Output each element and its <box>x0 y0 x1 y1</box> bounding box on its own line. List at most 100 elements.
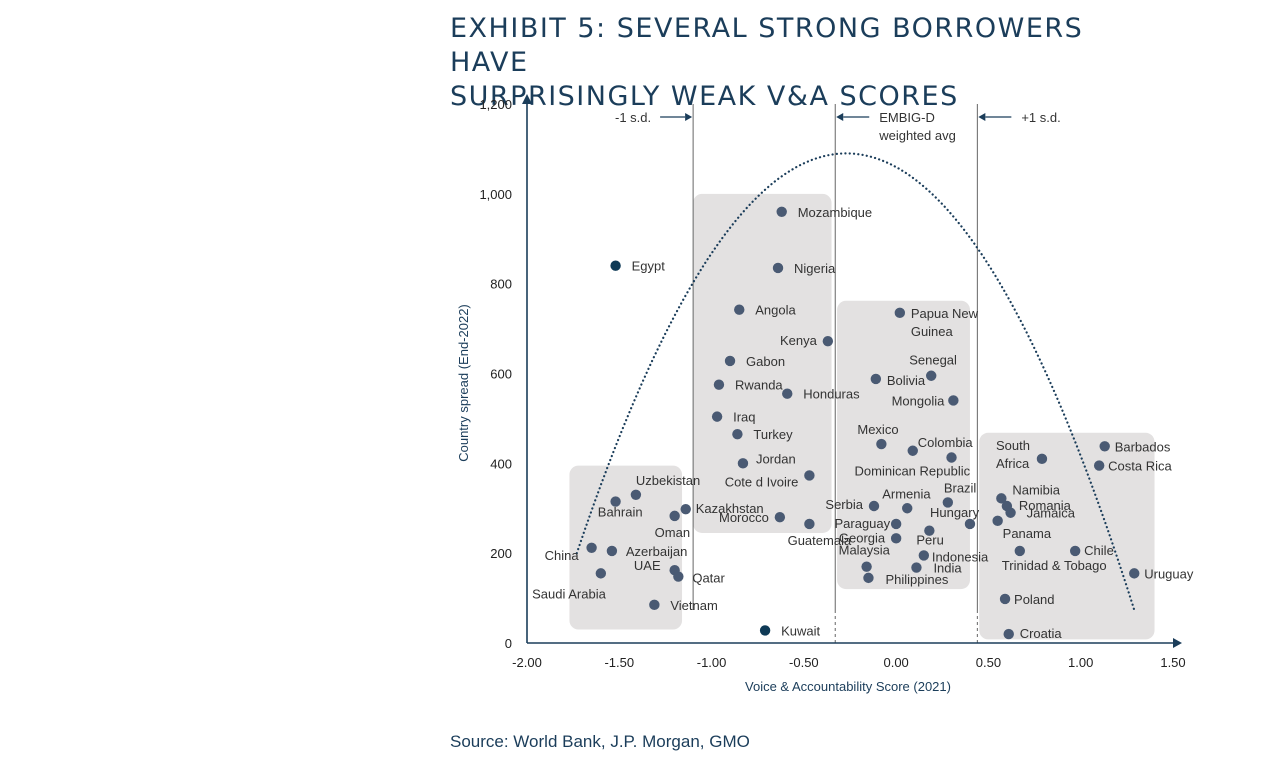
point-azerbaijan: Azerbaijan <box>606 544 687 559</box>
point-honduras: Honduras <box>782 387 860 402</box>
data-points: Mozambique Egypt Nigeria Angola Kenya Gabon Rw… <box>532 205 1194 641</box>
point-label-chile: Chile <box>1084 543 1114 558</box>
point-label-mozambique: Mozambique <box>798 205 872 220</box>
point-marker-dominican-republic <box>946 452 957 463</box>
embig-label-line-2: weighted avg <box>878 128 956 143</box>
point-rwanda: Rwanda <box>713 378 783 393</box>
point-marker-angola <box>734 304 745 315</box>
point-gabon: Gabon <box>724 354 785 369</box>
point-label-kenya: Kenya <box>780 333 818 348</box>
plus-sd-label: +1 s.d. <box>1021 110 1060 125</box>
point-uzbekistan: Uzbekistan <box>630 473 700 500</box>
highlight-box-4 <box>979 432 1155 640</box>
source-note: Source: World Bank, J.P. Morgan, GMO <box>450 732 750 751</box>
point-label-angola: Angola <box>755 303 796 318</box>
point-label-peru: Peru <box>916 533 943 548</box>
point-label-serbia: Serbia <box>825 497 863 512</box>
point-label-south-africa-1: South <box>996 438 1030 453</box>
point-marker-mozambique <box>776 206 787 217</box>
x-tick-label: 0.50 <box>976 655 1001 670</box>
point-egypt: Egypt <box>610 259 665 274</box>
point-marker-egypt <box>610 260 621 271</box>
point-peru: Peru <box>916 525 944 548</box>
point-marker-panama <box>992 515 1003 527</box>
point-label-oman: Oman <box>655 525 690 540</box>
point-marker-morocco <box>774 512 786 523</box>
point-label-dominican-republic: Dominican Republic <box>855 463 971 478</box>
point-label-jordan: Jordan <box>756 451 796 466</box>
point-marker-uzbekistan <box>630 489 642 500</box>
point-label-saudi-arabia: Saudi Arabia <box>532 586 606 601</box>
point-label-kazakhstan: Kazakhstan <box>696 501 764 516</box>
point-panama: Panama <box>992 515 1052 541</box>
point-costa-rica: Costa Rica <box>1093 459 1173 474</box>
point-label-uae: UAE <box>634 558 661 573</box>
point-marker-saudi-arabia <box>595 568 607 579</box>
x-tick-label: -2.00 <box>512 655 542 670</box>
point-marker-croatia <box>1003 628 1014 640</box>
point-label-barbados: Barbados <box>1115 439 1171 454</box>
point-marker-iraq <box>711 411 723 422</box>
point-label-azerbaijan: Azerbaijan <box>626 544 687 559</box>
point-label-georgia: Georgia <box>839 530 886 545</box>
y-axis-label: Country spread (End-2022) <box>456 304 471 462</box>
point-marker-paraguay <box>890 518 902 530</box>
point-croatia: Croatia <box>1003 626 1063 641</box>
point-label-indonesia: Indonesia <box>932 549 989 564</box>
point-label-uzbekistan: Uzbekistan <box>636 473 700 488</box>
point-mongolia: Mongolia <box>892 393 959 408</box>
point-dominican-republic: Dominican Republic <box>855 452 971 478</box>
point-iraq: Iraq <box>711 410 756 425</box>
y-tick-label: 1,200 <box>479 97 512 112</box>
minus-sd-label: -1 s.d. <box>615 110 651 125</box>
chart-title-line-2: SURPRISINGLY WEAK V&A SCORES <box>450 81 959 112</box>
y-axis-arrow-icon <box>522 94 532 104</box>
point-label-gabon: Gabon <box>746 354 785 369</box>
point-marker-turkey <box>732 428 743 440</box>
dotted-curve <box>575 152 1136 613</box>
point-label-india: India <box>933 561 962 576</box>
point-label-turkey: Turkey <box>753 427 793 442</box>
y-tick-label: 0 <box>505 636 512 651</box>
x-tick-label: 0.00 <box>883 655 908 670</box>
point-marker-cote-d-ivoire <box>804 470 815 481</box>
point-label-namibia: Namibia <box>1012 482 1060 497</box>
point-cote-d-ivoire: Cote d Ivoire <box>725 470 815 489</box>
point-poland: Poland <box>999 592 1055 607</box>
point-kazakhstan: Kazakhstan <box>680 501 764 516</box>
point-malaysia: Malaysia <box>839 543 891 572</box>
point-marker-barbados <box>1099 441 1110 452</box>
point-label-bolivia: Bolivia <box>887 373 926 388</box>
point-label-papua-new-guinea-2: Guinea <box>911 324 954 339</box>
point-marker-bolivia <box>870 373 882 385</box>
point-marker-china <box>586 542 597 553</box>
point-marker-peru <box>924 525 935 536</box>
point-colombia: Colombia <box>907 435 973 456</box>
point-guatemala: Guatemala <box>788 518 852 548</box>
point-label-uruguay: Uruguay <box>1144 566 1194 581</box>
point-label-mongolia: Mongolia <box>892 393 946 408</box>
point-marker-hungary <box>964 518 976 530</box>
point-label-trinidad-tobago: Trinidad & Tobago <box>1002 558 1107 573</box>
point-bahrain: Bahrain <box>598 496 643 520</box>
point-marker-kazakhstan <box>680 503 691 515</box>
point-marker-kuwait <box>759 625 771 636</box>
point-marker-jamaica <box>1005 507 1016 518</box>
point-marker-costa-rica <box>1093 460 1105 471</box>
y-tick-label: 200 <box>490 546 512 561</box>
point-chile: Chile <box>1069 543 1114 558</box>
point-marker-trinidad-tobago <box>1014 545 1026 557</box>
point-south-africa: South Africa <box>996 438 1048 471</box>
point-marker-rwanda <box>713 379 725 390</box>
point-armenia: Armenia <box>882 486 931 514</box>
chart-title-line-1: EXHIBIT 5: SEVERAL STRONG BORROWERS HAVE <box>450 13 1084 78</box>
point-label-vietnam: Vietnam <box>670 598 717 613</box>
point-marker-senegal <box>926 370 937 381</box>
point-label-croatia: Croatia <box>1020 626 1063 641</box>
point-barbados: Barbados <box>1099 439 1171 454</box>
point-vietnam: Vietnam <box>649 598 718 613</box>
point-morocco: Morocco <box>719 510 786 525</box>
y-tick-label: 400 <box>490 456 512 471</box>
point-label-poland: Poland <box>1014 592 1054 607</box>
chart-title: EXHIBIT 5: SEVERAL STRONG BORROWERS HAVE… <box>450 12 1150 114</box>
